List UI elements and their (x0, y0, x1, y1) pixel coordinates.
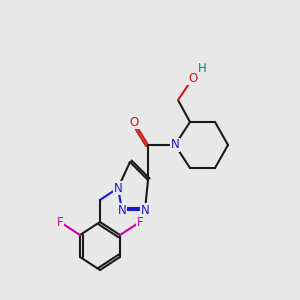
Text: N: N (118, 203, 126, 217)
Text: N: N (114, 182, 122, 194)
Text: F: F (57, 215, 63, 229)
Text: H: H (198, 62, 207, 75)
Text: N: N (171, 139, 179, 152)
Text: F: F (137, 215, 143, 229)
Text: O: O (188, 71, 198, 85)
Text: N: N (141, 203, 149, 217)
Text: O: O (129, 116, 139, 128)
